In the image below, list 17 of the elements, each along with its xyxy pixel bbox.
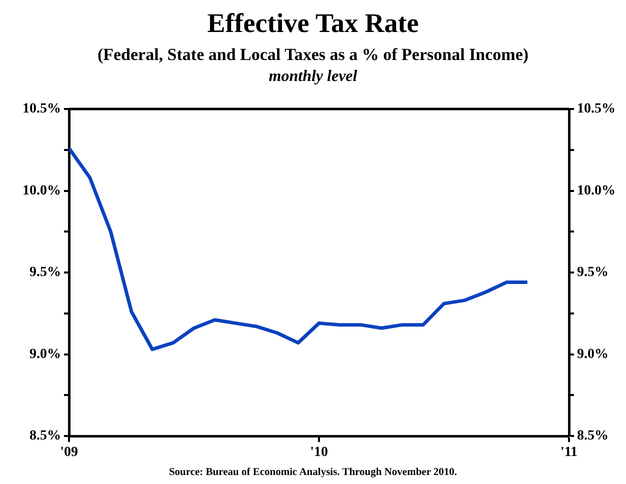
y-tick-label: 9.0% — [30, 346, 61, 362]
y-tick-label: 10.0% — [22, 183, 61, 198]
y2-tick-label: 8.5% — [577, 428, 608, 444]
x-tick-label: '11 — [560, 445, 578, 460]
chart-subtitle: (Federal, State and Local Taxes as a % of Personal Income) — [96, 45, 530, 65]
y2-tick-label: 10.0% — [577, 183, 616, 198]
y2-tick-label: 9.5% — [577, 265, 608, 280]
x-tick-label: '09 — [60, 445, 78, 460]
text: monthly level — [268, 68, 358, 86]
y2-tick-label: 9.0% — [577, 346, 608, 362]
x-tick-label: '10 — [310, 445, 328, 460]
y-tick-label: 8.5% — [30, 428, 61, 444]
y-tick-label: 9.5% — [30, 265, 61, 280]
y2-tick-label: 10.5% — [577, 102, 616, 117]
y-tick-label: 10.5% — [22, 102, 61, 117]
chart-title: Effective Tax Rate — [206, 8, 420, 39]
source-note: Source: Bureau of Economic Analysis. Through November 2010. — [168, 467, 458, 478]
